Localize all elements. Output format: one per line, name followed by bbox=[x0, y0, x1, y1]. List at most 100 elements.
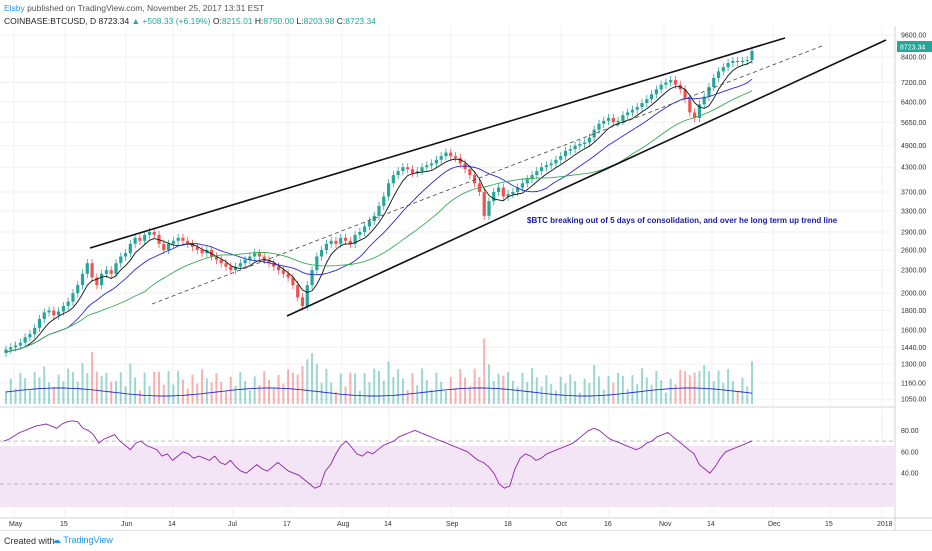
upper-trend-line[interactable] bbox=[89, 37, 786, 249]
candle-body bbox=[415, 171, 419, 174]
price-tick-label: 7200.00 bbox=[901, 80, 926, 87]
rsi-tick-label: 40.00 bbox=[901, 471, 919, 478]
volume-bars bbox=[5, 338, 753, 404]
symbol-label[interactable]: COINBASE:BTCUSD, D bbox=[4, 16, 97, 26]
volume-bar bbox=[24, 378, 27, 404]
candle-body bbox=[563, 150, 568, 157]
candle-body bbox=[578, 144, 582, 146]
volume-bar bbox=[14, 388, 17, 404]
candle-body bbox=[171, 240, 175, 244]
candle-body bbox=[166, 243, 171, 251]
chart-header: Elsby published on TradingView.com, Nove… bbox=[0, 0, 932, 30]
volume-bar bbox=[621, 375, 624, 404]
candle-body bbox=[42, 312, 46, 319]
candle-body bbox=[716, 71, 721, 78]
volume-bar bbox=[588, 383, 591, 404]
candle-body bbox=[143, 234, 147, 241]
candle-body bbox=[71, 293, 75, 302]
volume-bar bbox=[554, 390, 557, 404]
candle-body bbox=[382, 196, 386, 206]
volume-bar bbox=[134, 377, 137, 404]
candle-body bbox=[410, 169, 415, 174]
candle-body bbox=[329, 240, 333, 244]
candle-body bbox=[697, 104, 701, 118]
candle-body bbox=[358, 232, 362, 235]
candle-body bbox=[195, 246, 199, 251]
candle-body bbox=[128, 243, 132, 254]
candle-body bbox=[573, 145, 577, 150]
trend-lines bbox=[89, 37, 887, 317]
tradingview-logo-link[interactable]: ☁ TradingView bbox=[52, 535, 113, 545]
volume-bar bbox=[717, 370, 720, 404]
grid bbox=[0, 26, 932, 530]
volume-bar bbox=[291, 372, 294, 404]
candle-body bbox=[339, 237, 343, 244]
candle-body bbox=[693, 112, 697, 118]
volume-bar bbox=[258, 385, 261, 404]
lower-trend-line[interactable] bbox=[286, 39, 887, 317]
price-tick-label: 8400.00 bbox=[901, 55, 926, 62]
candle-body bbox=[80, 273, 85, 286]
candle-body bbox=[224, 263, 228, 267]
volume-bar bbox=[583, 378, 586, 404]
candle-body bbox=[272, 263, 276, 267]
volume-bar bbox=[148, 385, 151, 404]
volume-bar bbox=[641, 368, 644, 404]
candle-body bbox=[664, 82, 668, 85]
publish-info: Elsby published on TradingView.com, Nove… bbox=[4, 3, 264, 13]
volume-bar bbox=[196, 383, 199, 404]
candle-body bbox=[90, 263, 94, 278]
volume-bar bbox=[368, 382, 371, 404]
candle-body bbox=[554, 159, 558, 164]
created-with-text: Created with bbox=[4, 536, 55, 546]
candle-body bbox=[210, 250, 214, 257]
volume-bar bbox=[478, 377, 481, 404]
low-label: L: bbox=[296, 16, 304, 26]
candle-body bbox=[114, 263, 118, 274]
author-link[interactable]: Elsby bbox=[4, 3, 25, 13]
volume-bar bbox=[210, 382, 213, 404]
candle-body bbox=[525, 179, 529, 184]
candle-body bbox=[439, 156, 443, 160]
volume-bar bbox=[76, 381, 79, 404]
candle-body bbox=[640, 103, 644, 108]
candle-body bbox=[626, 112, 630, 116]
candle-body bbox=[176, 237, 180, 241]
volume-bar bbox=[201, 369, 204, 404]
open-value: 8215.01 bbox=[221, 16, 253, 26]
volume-bar bbox=[95, 371, 98, 404]
candle-body bbox=[487, 201, 491, 216]
volume-bar bbox=[277, 374, 280, 404]
volume-bar bbox=[421, 368, 424, 404]
candle-body bbox=[310, 270, 314, 286]
price-tick-label: 5650.00 bbox=[901, 120, 926, 127]
dashed-channel-line[interactable] bbox=[151, 45, 823, 305]
volume-bar bbox=[736, 391, 739, 404]
candle-body bbox=[511, 191, 515, 195]
candle-body bbox=[66, 301, 70, 307]
volume-bar bbox=[358, 390, 361, 404]
candle-body bbox=[300, 297, 305, 307]
candle-body bbox=[688, 99, 692, 113]
volume-bar bbox=[28, 390, 31, 404]
last-price-tag: 8723.34 bbox=[897, 41, 932, 52]
price-tick-label: 1800.00 bbox=[901, 308, 926, 315]
candle-body bbox=[621, 115, 625, 121]
candle-body bbox=[238, 263, 242, 267]
volume-bar bbox=[158, 371, 161, 404]
candle-body bbox=[726, 63, 730, 68]
candle-body bbox=[276, 266, 281, 271]
volume-bar bbox=[119, 372, 122, 404]
time-axis: May 15 Jun 14 Jul 17 Aug 14 Sep 18 Oct 16 Nov 14 Dec 15… bbox=[9, 521, 893, 528]
price-chart[interactable]: $BTC breaking out of 5 days of consolida… bbox=[0, 26, 932, 530]
candle-body bbox=[296, 285, 300, 298]
volume-bar bbox=[124, 386, 127, 404]
candle-body bbox=[391, 175, 395, 184]
candle-body bbox=[324, 243, 328, 251]
volume-bar bbox=[373, 368, 376, 404]
chart-annotation[interactable]: $BTC breaking out of 5 days of consolida… bbox=[527, 216, 838, 225]
candle-body bbox=[583, 142, 587, 145]
volume-bar bbox=[650, 384, 653, 404]
moving-averages bbox=[5, 61, 753, 353]
brand-text: TradingView bbox=[63, 535, 113, 545]
